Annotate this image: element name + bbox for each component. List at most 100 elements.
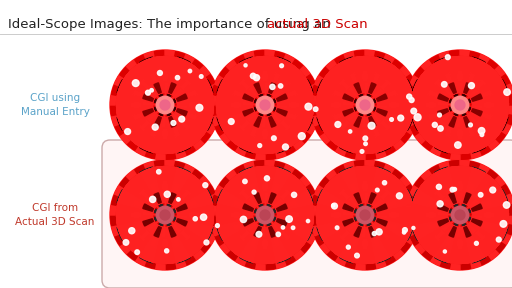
- Wedge shape: [460, 161, 481, 215]
- Wedge shape: [474, 66, 499, 91]
- Wedge shape: [409, 105, 460, 136]
- Wedge shape: [372, 64, 392, 94]
- Wedge shape: [286, 89, 297, 98]
- Circle shape: [332, 204, 335, 207]
- Wedge shape: [428, 112, 439, 121]
- Circle shape: [360, 100, 370, 110]
- Wedge shape: [466, 174, 487, 204]
- Wedge shape: [475, 120, 486, 131]
- Wedge shape: [288, 207, 313, 223]
- Wedge shape: [265, 105, 295, 156]
- Wedge shape: [226, 59, 265, 105]
- Circle shape: [291, 226, 295, 230]
- Wedge shape: [117, 166, 214, 264]
- Circle shape: [390, 118, 393, 121]
- Wedge shape: [214, 184, 265, 215]
- Circle shape: [360, 210, 370, 220]
- Wedge shape: [480, 199, 493, 208]
- Wedge shape: [154, 193, 161, 203]
- Wedge shape: [117, 57, 214, 154]
- Wedge shape: [165, 105, 176, 160]
- Wedge shape: [217, 57, 313, 154]
- Wedge shape: [185, 112, 198, 121]
- Wedge shape: [316, 57, 413, 154]
- Wedge shape: [254, 227, 261, 237]
- Wedge shape: [317, 80, 362, 104]
- Circle shape: [250, 73, 256, 79]
- Wedge shape: [180, 230, 191, 241]
- Wedge shape: [165, 194, 219, 215]
- Wedge shape: [365, 51, 386, 105]
- Circle shape: [177, 198, 180, 201]
- Wedge shape: [267, 216, 313, 240]
- Wedge shape: [166, 107, 190, 153]
- Circle shape: [445, 55, 450, 60]
- Wedge shape: [365, 59, 404, 105]
- Wedge shape: [317, 107, 353, 116]
- Wedge shape: [254, 50, 265, 105]
- Wedge shape: [338, 115, 358, 146]
- Wedge shape: [111, 105, 165, 126]
- Circle shape: [199, 75, 203, 78]
- Wedge shape: [409, 184, 460, 215]
- Wedge shape: [428, 222, 439, 231]
- Wedge shape: [165, 215, 211, 254]
- Wedge shape: [244, 105, 265, 159]
- Wedge shape: [472, 94, 482, 101]
- Wedge shape: [265, 215, 286, 269]
- Wedge shape: [249, 126, 258, 138]
- Wedge shape: [460, 164, 490, 215]
- Circle shape: [335, 226, 339, 230]
- Wedge shape: [117, 57, 214, 154]
- Wedge shape: [117, 166, 214, 264]
- Wedge shape: [349, 183, 358, 194]
- Wedge shape: [368, 117, 376, 152]
- Wedge shape: [375, 221, 406, 242]
- Wedge shape: [449, 168, 458, 203]
- Wedge shape: [144, 215, 165, 269]
- Wedge shape: [118, 107, 153, 116]
- Wedge shape: [377, 204, 387, 211]
- Wedge shape: [286, 112, 297, 121]
- Wedge shape: [457, 238, 463, 249]
- Wedge shape: [140, 217, 164, 263]
- Wedge shape: [480, 112, 493, 121]
- Wedge shape: [319, 105, 365, 144]
- Wedge shape: [265, 215, 304, 261]
- Wedge shape: [269, 117, 276, 127]
- Wedge shape: [365, 215, 420, 226]
- Wedge shape: [365, 204, 420, 215]
- Wedge shape: [219, 66, 265, 105]
- Wedge shape: [365, 164, 396, 215]
- Wedge shape: [126, 176, 151, 201]
- Wedge shape: [143, 219, 154, 226]
- Circle shape: [135, 250, 139, 255]
- Wedge shape: [354, 160, 365, 215]
- Circle shape: [164, 191, 170, 197]
- Wedge shape: [338, 226, 358, 256]
- Wedge shape: [453, 166, 467, 192]
- Wedge shape: [234, 105, 265, 156]
- Wedge shape: [211, 105, 265, 126]
- Wedge shape: [117, 57, 214, 154]
- Wedge shape: [179, 229, 204, 254]
- Wedge shape: [340, 57, 365, 103]
- Wedge shape: [365, 215, 386, 269]
- Wedge shape: [339, 189, 350, 200]
- Wedge shape: [279, 229, 304, 254]
- Wedge shape: [372, 236, 381, 247]
- Wedge shape: [249, 183, 258, 194]
- Wedge shape: [354, 117, 361, 127]
- Wedge shape: [210, 204, 265, 215]
- Wedge shape: [434, 79, 445, 90]
- Wedge shape: [462, 216, 508, 240]
- Wedge shape: [265, 54, 295, 105]
- Circle shape: [438, 126, 443, 131]
- Wedge shape: [316, 57, 413, 154]
- Wedge shape: [267, 106, 313, 130]
- Wedge shape: [278, 204, 312, 213]
- Wedge shape: [354, 50, 365, 105]
- Wedge shape: [210, 215, 265, 226]
- Wedge shape: [317, 217, 353, 226]
- Wedge shape: [464, 83, 471, 93]
